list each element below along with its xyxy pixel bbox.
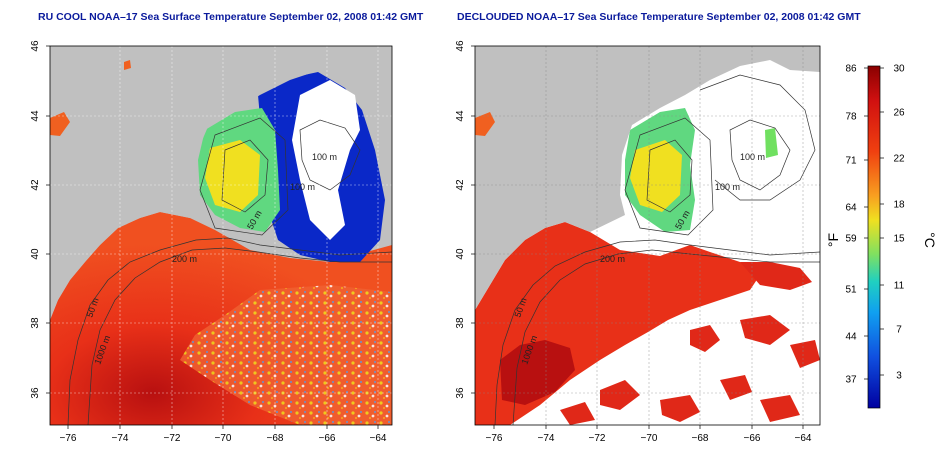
colorbar-fahrenheit-label: °F bbox=[825, 233, 841, 247]
left-lon-label: −68 bbox=[267, 433, 284, 444]
colorbar-fahrenheit-tick: 51 bbox=[845, 285, 857, 296]
right-lat-label: 36 bbox=[455, 387, 466, 399]
left-lat-label: 40 bbox=[30, 248, 41, 260]
left-lat-label: 44 bbox=[30, 110, 41, 122]
right-map-image: 100 m 100 m 50 m 200 m 50 m 1000 m bbox=[475, 46, 820, 425]
right-lon-label: −76 bbox=[486, 433, 503, 444]
colorbar-gradient bbox=[867, 65, 881, 409]
colorbar-celsius-tick: 26 bbox=[893, 108, 905, 119]
left-lat-label: 46 bbox=[30, 40, 41, 52]
left-orange-patch bbox=[50, 112, 70, 136]
left-map-title: RU COOL NOAA–17 Sea Surface Temperature … bbox=[38, 11, 424, 23]
left-yellow-patch bbox=[205, 140, 260, 212]
right-lon-label: −70 bbox=[641, 433, 658, 444]
right-lat-label: 42 bbox=[455, 179, 466, 191]
left-coast-land bbox=[50, 46, 392, 320]
left-label-100m-b: 100 m bbox=[290, 182, 315, 192]
colorbar-celsius-tick: 11 bbox=[894, 281, 905, 292]
left-lon-label: −76 bbox=[60, 433, 77, 444]
right-lat-label: 40 bbox=[455, 248, 466, 260]
right-label-200m: 200 m bbox=[600, 254, 625, 264]
right-lat-label: 38 bbox=[455, 317, 466, 329]
right-hot-water bbox=[500, 340, 575, 405]
left-contours bbox=[67, 117, 392, 425]
right-orange-patch bbox=[475, 112, 495, 136]
colorbar-celsius-tick: 15 bbox=[893, 234, 905, 245]
right-lon-label: −72 bbox=[589, 433, 606, 444]
left-lon-label: −70 bbox=[215, 433, 232, 444]
colorbar-fahrenheit-tick: 86 bbox=[845, 64, 857, 75]
colorbar-fahrenheit-tick: 59 bbox=[845, 234, 857, 245]
right-lon-label: −74 bbox=[538, 433, 555, 444]
left-label-200m: 200 m bbox=[172, 254, 197, 264]
colorbar-celsius-tick: 18 bbox=[893, 200, 905, 211]
left-map-frame bbox=[49, 45, 393, 426]
right-contours bbox=[494, 74, 820, 425]
colorbar-celsius-tick: 30 bbox=[893, 64, 905, 75]
left-lat-label: 38 bbox=[30, 317, 41, 329]
colorbar-fahrenheit-tick: 44 bbox=[845, 332, 857, 343]
right-lon-label: −64 bbox=[795, 433, 812, 444]
right-map-frame bbox=[474, 45, 821, 426]
colorbar-celsius-tick: 3 bbox=[896, 371, 902, 382]
left-label-100m-a: 100 m bbox=[312, 152, 337, 162]
left-lon-label: −64 bbox=[370, 433, 387, 444]
colorbar-celsius-label: °C bbox=[922, 232, 938, 248]
right-green-speck bbox=[765, 128, 778, 158]
colorbar-ticks: 86 78 71 64 59 51 44 37 30 26 22 18 15 11 7 3 bbox=[845, 64, 905, 386]
left-orange-speck bbox=[124, 60, 131, 70]
right-lon-label: −68 bbox=[692, 433, 709, 444]
colorbar-fahrenheit-tick: 78 bbox=[845, 112, 857, 123]
axis-layer: 46 44 42 40 38 36 −76 −74 −72 −70 −68 −66 −64 46 44 42 4… bbox=[30, 40, 812, 444]
right-yellow-patch bbox=[630, 140, 682, 212]
right-warm-patches bbox=[560, 262, 820, 425]
left-gridlines bbox=[50, 46, 392, 425]
right-map-title: DECLOUDED NOAA–17 Sea Surface Temperatur… bbox=[457, 11, 861, 23]
right-label-100m-b: 100 m bbox=[715, 182, 740, 192]
right-label-100m-a: 100 m bbox=[740, 152, 765, 162]
left-lat-label: 36 bbox=[30, 387, 41, 399]
right-lon-label: −66 bbox=[744, 433, 761, 444]
colorbar-celsius-tick: 7 bbox=[896, 325, 902, 336]
left-map-image: 100 m 100 m 50 m 200 m 50 m 1000 m bbox=[50, 46, 392, 425]
colorbar-fahrenheit-tick: 64 bbox=[845, 203, 857, 214]
colorbar-fahrenheit-tick: 37 bbox=[845, 375, 857, 386]
left-lon-label: −66 bbox=[319, 433, 336, 444]
right-coast-land bbox=[475, 46, 820, 310]
colorbar-fahrenheit-tick: 71 bbox=[845, 156, 857, 167]
left-lat-label: 42 bbox=[30, 179, 41, 191]
right-gridlines bbox=[475, 46, 820, 425]
colorbar-celsius-tick: 22 bbox=[893, 154, 905, 165]
right-lat-label: 46 bbox=[455, 40, 466, 52]
left-cloud-white bbox=[292, 80, 360, 240]
right-lat-label: 44 bbox=[455, 110, 466, 122]
left-lon-label: −74 bbox=[112, 433, 129, 444]
left-lon-label: −72 bbox=[164, 433, 181, 444]
left-cloud-speckle bbox=[180, 285, 392, 425]
